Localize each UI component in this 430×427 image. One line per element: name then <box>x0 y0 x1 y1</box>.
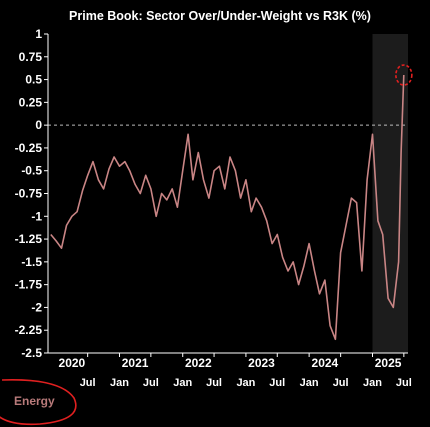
x-tick-label: Jan <box>110 377 129 389</box>
series-line <box>50 74 405 341</box>
y-tick-label: -1.5 <box>21 255 42 269</box>
y-tick-label: -0.5 <box>21 164 42 178</box>
annotation-circle <box>0 379 77 426</box>
x-tick-label: Jul <box>396 377 412 389</box>
x-tick-label: Jul <box>269 377 285 389</box>
x-tick-label: Jul <box>206 377 222 389</box>
y-tick-label: -1.75 <box>15 278 43 292</box>
y-tick-label: -0.75 <box>15 187 43 201</box>
y-tick-label: 0.75 <box>19 50 43 64</box>
shaded-region <box>372 34 408 353</box>
sector-label: Energy <box>14 394 55 408</box>
x-axis: Jul Jan Jul Jan Jul Jan Jul Jan Jul Jan Jul 2020 202… <box>48 352 412 389</box>
y-tick-label: 1 <box>35 27 42 41</box>
x-tick-label: Jul <box>333 377 349 389</box>
y-tick-label: -2 <box>31 300 42 314</box>
y-tick-label: 0.5 <box>25 73 42 87</box>
x-tick-label: Jul <box>80 377 96 389</box>
y-axis: 1 0.75 0.5 0.25 0 -0.25 -0.5 -0.75 -1 -1.25 -1.5 -1… <box>15 27 49 360</box>
year-label: 2025 <box>375 356 402 370</box>
y-tick-label: -2.5 <box>21 346 42 360</box>
x-tick-label: Jan <box>300 377 319 389</box>
y-tick-label: 0 <box>35 118 42 132</box>
y-tick-label: -1.25 <box>15 232 43 246</box>
y-tick-label: -2.25 <box>15 323 43 337</box>
year-label: 2023 <box>248 356 275 370</box>
y-tick-label: 0.25 <box>19 95 43 109</box>
chart-title: Prime Book: Sector Over/Under-Weight vs … <box>69 9 371 23</box>
x-tick-label: Jan <box>363 377 382 389</box>
x-tick-label: Jan <box>173 377 192 389</box>
year-label: 2024 <box>312 356 339 370</box>
year-label: 2022 <box>185 356 212 370</box>
x-tick-label: Jan <box>236 377 255 389</box>
year-label: 2021 <box>122 356 149 370</box>
highlight-marker-circle <box>395 64 413 86</box>
year-label: 2020 <box>59 356 86 370</box>
y-tick-label: -0.25 <box>15 141 43 155</box>
y-tick-label: -1 <box>31 209 42 223</box>
x-tick-label: Jul <box>143 377 159 389</box>
